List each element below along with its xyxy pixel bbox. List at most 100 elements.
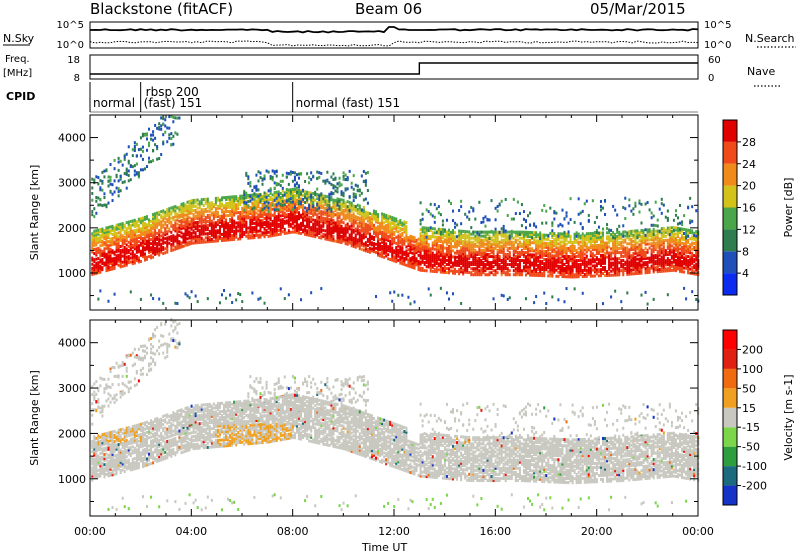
power-cell bbox=[377, 229, 380, 233]
power-cell bbox=[172, 234, 175, 238]
power-cell bbox=[182, 240, 185, 244]
power-cell bbox=[121, 228, 124, 232]
power-cell bbox=[204, 222, 207, 226]
power-cell bbox=[508, 296, 511, 300]
power-cell bbox=[332, 237, 335, 241]
power-cell bbox=[460, 235, 463, 239]
power-cell bbox=[409, 242, 412, 246]
power-cell bbox=[283, 211, 286, 215]
power-cell bbox=[460, 262, 463, 266]
power-cell bbox=[591, 258, 594, 262]
power-cell bbox=[502, 259, 505, 263]
power-cell bbox=[287, 217, 290, 220]
power-cell bbox=[253, 221, 256, 225]
power-cell bbox=[539, 245, 542, 249]
power-cell bbox=[531, 236, 534, 240]
power-cell bbox=[281, 207, 284, 211]
power-cell bbox=[91, 209, 94, 213]
power-cell bbox=[277, 204, 280, 208]
power-cell bbox=[117, 237, 120, 241]
power-cell bbox=[300, 225, 303, 229]
power-cell bbox=[383, 217, 386, 221]
power-cell bbox=[131, 229, 134, 233]
power-cell bbox=[129, 165, 132, 169]
power-cell bbox=[152, 251, 155, 255]
power-cell bbox=[192, 221, 195, 225]
power-cell bbox=[113, 240, 116, 244]
power-cell bbox=[423, 236, 426, 240]
power-cell bbox=[97, 261, 100, 265]
power-cell bbox=[91, 258, 94, 262]
power-cell bbox=[354, 227, 357, 231]
power-cell bbox=[563, 240, 566, 244]
power-cell bbox=[375, 250, 378, 254]
power-cell bbox=[204, 216, 207, 220]
power-cell bbox=[399, 239, 402, 243]
power-cell bbox=[259, 219, 262, 223]
power-cell bbox=[427, 255, 430, 259]
power-cell bbox=[91, 213, 94, 217]
power-cell bbox=[360, 247, 363, 251]
power-cell bbox=[267, 226, 270, 230]
power-cell bbox=[547, 260, 550, 264]
power-cell bbox=[445, 291, 448, 295]
power-cell bbox=[549, 268, 552, 272]
power-cell bbox=[452, 245, 455, 249]
power-cell bbox=[119, 255, 122, 259]
power-cell bbox=[452, 239, 455, 243]
power-cell bbox=[176, 228, 179, 232]
power-cell bbox=[399, 259, 402, 263]
power-cell bbox=[474, 273, 477, 277]
power-cell bbox=[285, 205, 288, 209]
power-cell bbox=[93, 207, 96, 211]
power-cell bbox=[358, 234, 361, 238]
power-cell bbox=[372, 223, 375, 227]
power-cell bbox=[476, 269, 479, 273]
power-cell bbox=[537, 267, 540, 271]
power-cell bbox=[508, 250, 511, 254]
power-cell bbox=[227, 201, 230, 205]
power-cell bbox=[192, 198, 195, 202]
power-cell bbox=[154, 238, 157, 242]
power-cell bbox=[346, 214, 349, 218]
power-cell bbox=[409, 244, 412, 248]
power-cell bbox=[227, 205, 230, 209]
power-cell bbox=[247, 206, 250, 210]
power-cell bbox=[166, 211, 169, 215]
power-cell bbox=[581, 250, 584, 254]
power-cell bbox=[281, 226, 284, 230]
power-cell bbox=[237, 205, 240, 209]
power-cell bbox=[263, 208, 266, 212]
power-cell bbox=[164, 226, 167, 230]
power-cell bbox=[129, 178, 132, 182]
power-cell bbox=[247, 200, 250, 204]
power-cell bbox=[336, 182, 339, 186]
power-cell bbox=[105, 254, 108, 258]
power-cell bbox=[322, 194, 325, 198]
power-cell bbox=[267, 222, 270, 226]
power-cell bbox=[310, 207, 313, 211]
power-cell bbox=[111, 183, 114, 187]
power-cell bbox=[423, 244, 426, 248]
power-cell bbox=[462, 240, 465, 244]
power-cell bbox=[581, 242, 584, 246]
power-cell bbox=[571, 253, 574, 257]
power-cell bbox=[145, 233, 149, 237]
power-cell bbox=[310, 234, 313, 238]
power-cell bbox=[202, 230, 205, 234]
power-cell bbox=[316, 229, 319, 233]
power-cell bbox=[148, 230, 151, 234]
power-cell bbox=[269, 230, 272, 234]
power-cell bbox=[338, 199, 341, 203]
power-cell bbox=[470, 273, 473, 277]
power-cell bbox=[498, 265, 501, 269]
power-cell bbox=[223, 230, 226, 234]
power-cell bbox=[129, 232, 132, 236]
power-cell bbox=[160, 250, 163, 254]
power-cell bbox=[413, 264, 416, 268]
power-cell bbox=[474, 263, 477, 267]
power-cell bbox=[522, 269, 525, 273]
power-cell bbox=[186, 221, 189, 225]
power-cell bbox=[533, 267, 536, 271]
power-cell bbox=[125, 171, 128, 175]
